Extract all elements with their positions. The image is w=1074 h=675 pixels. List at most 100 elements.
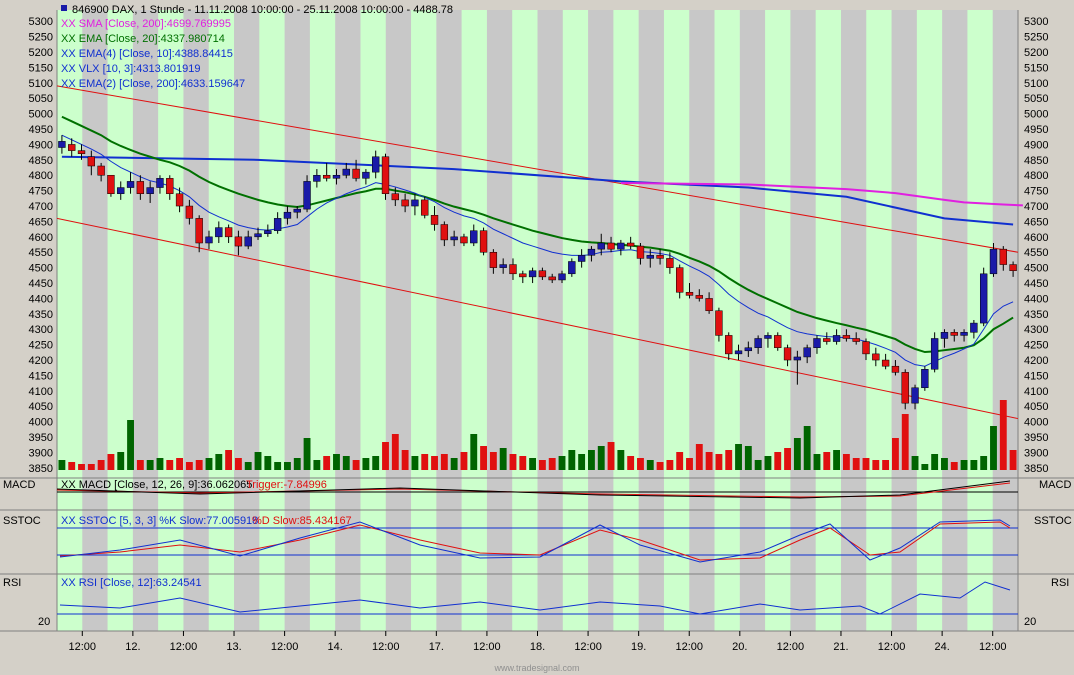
candle-body[interactable] [587,248,596,256]
candle-body[interactable] [77,150,86,154]
candle-body[interactable] [666,258,674,268]
candle-body[interactable] [460,236,468,244]
candle-body[interactable] [783,347,792,361]
candle-body[interactable] [254,233,262,238]
candle-body[interactable] [528,270,537,278]
candle-body[interactable] [156,178,164,188]
candle-body[interactable] [224,227,233,238]
x-tick-label: 12:00 [777,641,805,653]
candle-body[interactable] [283,211,292,219]
candle-body[interactable] [264,230,272,235]
candle-body[interactable] [411,199,419,207]
candle-body[interactable] [754,338,762,348]
candle-body[interactable] [421,199,429,216]
candle-body[interactable] [705,298,713,312]
candle-body[interactable] [117,187,125,194]
candle-body[interactable] [1009,264,1017,271]
candle-body[interactable] [175,193,184,207]
candle-body[interactable] [332,174,341,179]
candle-body[interactable] [636,245,645,259]
candle-body[interactable] [205,236,213,244]
candle-body[interactable] [607,242,615,250]
y-tick-label-left: 4650 [29,216,53,228]
candle-body[interactable] [146,187,154,194]
candle-body[interactable] [136,181,145,194]
candle-body[interactable] [901,372,909,404]
candle-body[interactable] [401,199,409,207]
candle-body[interactable] [842,335,851,339]
candle-body[interactable] [597,242,605,250]
candle-body[interactable] [881,359,890,367]
candle-body[interactable] [126,181,135,188]
candle-body[interactable] [823,338,831,342]
candle-body[interactable] [852,338,860,342]
candle-body[interactable] [774,335,782,348]
candle-body[interactable] [989,248,998,275]
candle-body[interactable] [734,350,743,355]
candle-body[interactable] [872,353,880,361]
candle-body[interactable] [764,335,772,339]
candle-body[interactable] [391,193,399,201]
candle-body[interactable] [646,255,654,259]
candle-body[interactable] [813,338,821,348]
candle-body[interactable] [803,347,811,358]
candle-body[interactable] [832,335,841,342]
candle-body[interactable] [450,236,458,241]
candle-body[interactable] [538,270,547,278]
candle-body[interactable] [960,332,968,336]
candle-body[interactable] [617,242,625,250]
candle-body[interactable] [479,230,488,253]
candle-body[interactable] [548,276,556,281]
candle-body[interactable] [725,335,733,355]
candle-body[interactable] [215,227,223,238]
candle-body[interactable] [979,273,988,324]
candle-body[interactable] [656,255,664,259]
candle-body[interactable] [489,251,498,268]
candle-body[interactable] [352,168,360,179]
candle-body[interactable] [568,261,576,275]
candle-body[interactable] [303,181,311,210]
candle-body[interactable] [970,322,978,333]
candle-body[interactable] [430,215,439,225]
candle-body[interactable] [577,255,586,262]
candle-body[interactable] [862,341,870,355]
candle-body[interactable] [921,369,929,389]
candle-body[interactable] [273,218,282,231]
candle-body[interactable] [87,156,96,167]
candle-body[interactable] [676,267,684,293]
candle-body[interactable] [293,208,301,213]
candle-body[interactable] [744,347,753,352]
candle-body[interactable] [244,236,252,247]
candle-body[interactable] [911,387,919,404]
candle-body[interactable] [999,248,1007,265]
candle-body[interactable] [950,332,958,336]
candle-body[interactable] [940,332,949,339]
candle-body[interactable] [381,156,390,194]
candle-body[interactable] [195,218,203,244]
candle-body[interactable] [891,365,900,373]
candle-body[interactable] [58,141,66,148]
candle-body[interactable] [499,264,507,268]
candle-body[interactable] [715,310,723,336]
candle-body[interactable] [930,338,939,370]
candle-body[interactable] [342,168,350,176]
candle-body[interactable] [558,273,566,281]
candle-body[interactable] [470,230,478,244]
candle-body[interactable] [234,236,243,247]
candle-body[interactable] [695,295,703,299]
candle-body[interactable] [185,205,194,219]
candle-body[interactable] [793,356,802,361]
candle-body[interactable] [372,156,380,173]
candle-body[interactable] [313,174,321,182]
candle-body[interactable] [166,178,174,194]
candle-body[interactable] [322,174,331,179]
candle-body[interactable] [107,174,115,194]
candle-body[interactable] [440,224,449,241]
candle-body[interactable] [519,273,527,278]
candle-body[interactable] [509,264,517,275]
candle-body[interactable] [68,144,76,151]
candle-body[interactable] [626,242,635,247]
candle-body[interactable] [362,171,370,179]
candle-body[interactable] [685,292,694,296]
candle-body[interactable] [97,165,105,176]
